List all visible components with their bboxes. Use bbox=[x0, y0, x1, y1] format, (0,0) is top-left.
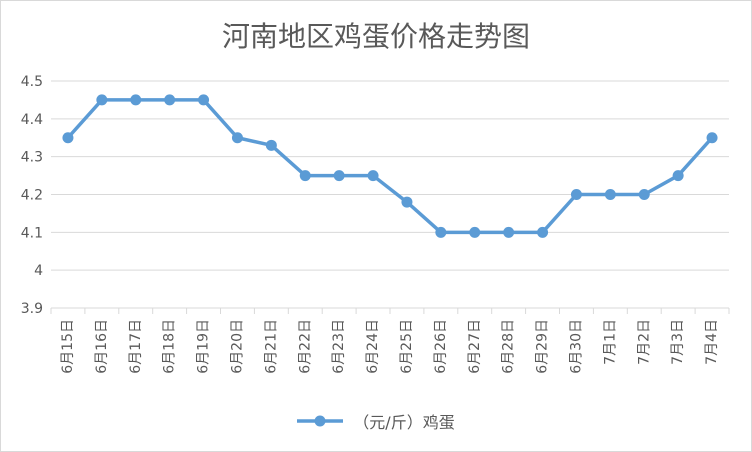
data-point bbox=[604, 189, 616, 200]
y-tick-label: 4.4 bbox=[21, 112, 43, 128]
x-tick-label: 6月28日 bbox=[501, 319, 517, 374]
x-tick-label: 6月16日 bbox=[94, 319, 110, 374]
x-tick-label: 6月27日 bbox=[467, 319, 483, 374]
data-point bbox=[503, 226, 515, 238]
data-point bbox=[706, 132, 718, 144]
data-point bbox=[333, 170, 345, 182]
data-point bbox=[130, 94, 142, 106]
data-point bbox=[231, 132, 243, 144]
legend-swatch-marker bbox=[297, 415, 344, 427]
data-point bbox=[537, 226, 549, 238]
legend-label: （元/斤）鸡蛋 bbox=[353, 413, 455, 432]
x-tick-label: 7月3日 bbox=[670, 319, 686, 365]
x-tick-label: 6月26日 bbox=[433, 319, 449, 374]
x-tick-label: 6月20日 bbox=[229, 319, 245, 374]
data-point bbox=[435, 226, 447, 238]
data-point bbox=[367, 170, 379, 182]
y-tick-label: 4.5 bbox=[21, 74, 43, 90]
x-tick-label: 6月24日 bbox=[365, 319, 381, 374]
x-tick-label: 6月21日 bbox=[263, 319, 279, 374]
y-tick-label: 4.2 bbox=[21, 188, 43, 204]
data-point bbox=[62, 132, 74, 144]
data-point bbox=[265, 139, 277, 151]
data-point bbox=[401, 196, 413, 208]
series-line bbox=[66, 98, 714, 235]
x-tick-label: 6月18日 bbox=[162, 319, 178, 374]
y-tick-label: 4.1 bbox=[21, 225, 43, 241]
y-tick-label: 4 bbox=[34, 263, 43, 279]
data-point bbox=[299, 170, 311, 182]
data-point bbox=[164, 94, 176, 106]
x-tick-label: 6月15日 bbox=[60, 319, 76, 374]
data-point bbox=[96, 94, 108, 106]
data-point bbox=[469, 226, 481, 238]
x-tick-label: 6月29日 bbox=[535, 319, 551, 374]
x-tick-label: 7月1日 bbox=[602, 319, 618, 365]
x-tick-label: 6月25日 bbox=[399, 319, 415, 374]
x-tick-label: 6月23日 bbox=[331, 319, 347, 374]
x-tick-label: 6月30日 bbox=[568, 319, 584, 374]
x-tick-label: 6月22日 bbox=[297, 319, 313, 374]
x-tick-label: 6月19日 bbox=[196, 319, 212, 374]
x-tick-label: 7月2日 bbox=[636, 319, 652, 365]
legend: （元/斤）鸡蛋 bbox=[1, 409, 751, 433]
data-point bbox=[198, 94, 210, 106]
data-point bbox=[570, 189, 582, 200]
chart-title: 河南地区鸡蛋价格走势图 bbox=[221, 20, 530, 53]
x-tick-label: 7月4日 bbox=[704, 319, 720, 365]
data-point bbox=[672, 170, 684, 182]
data-point bbox=[638, 189, 650, 200]
x-tick-label: 6月17日 bbox=[128, 319, 144, 374]
y-tick-label: 4.3 bbox=[21, 150, 43, 166]
y-tick-label: 3.9 bbox=[21, 301, 43, 317]
